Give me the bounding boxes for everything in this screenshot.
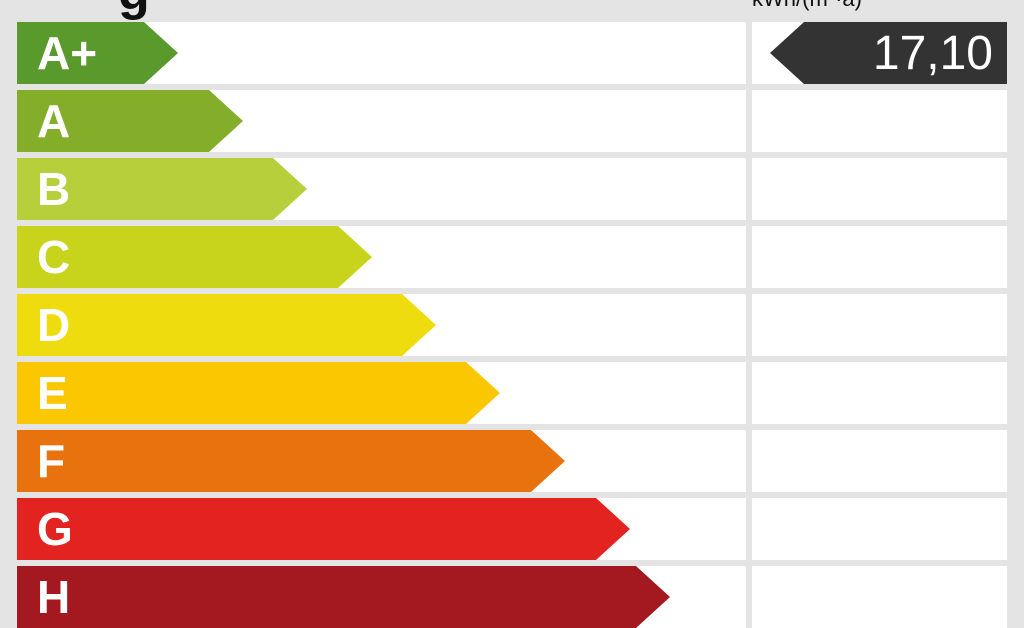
consumption-value: 17,10 — [872, 27, 993, 80]
class-arrow: A — [17, 90, 243, 152]
class-label: G — [37, 503, 73, 555]
class-arrow: F — [17, 430, 565, 492]
unit-label: kWh/(m²·a) — [752, 0, 862, 12]
class-label: H — [37, 571, 71, 623]
class-arrow: C — [17, 226, 372, 288]
class-arrow: A+ — [17, 22, 178, 84]
class-arrow: H — [17, 566, 670, 628]
label-title-fragment: g — [118, 0, 150, 22]
class-label: F — [37, 435, 66, 487]
class-arrow: G — [17, 498, 630, 560]
value-cell — [752, 566, 1007, 628]
class-arrow: E — [17, 362, 500, 424]
class-arrow: D — [17, 294, 436, 356]
value-cell — [752, 294, 1007, 356]
class-label: B — [37, 163, 71, 215]
class-label: A+ — [37, 27, 98, 79]
value-cell — [752, 158, 1007, 220]
value-cell — [752, 498, 1007, 560]
class-label: A — [37, 95, 71, 147]
class-label: E — [37, 367, 68, 419]
value-cell — [752, 430, 1007, 492]
value-cell — [752, 362, 1007, 424]
class-label: C — [37, 231, 71, 283]
consumption-indicator: 17,10 — [770, 22, 1007, 84]
value-cell — [752, 226, 1007, 288]
value-cell — [752, 90, 1007, 152]
class-label: D — [37, 299, 71, 351]
class-arrow: B — [17, 158, 307, 220]
